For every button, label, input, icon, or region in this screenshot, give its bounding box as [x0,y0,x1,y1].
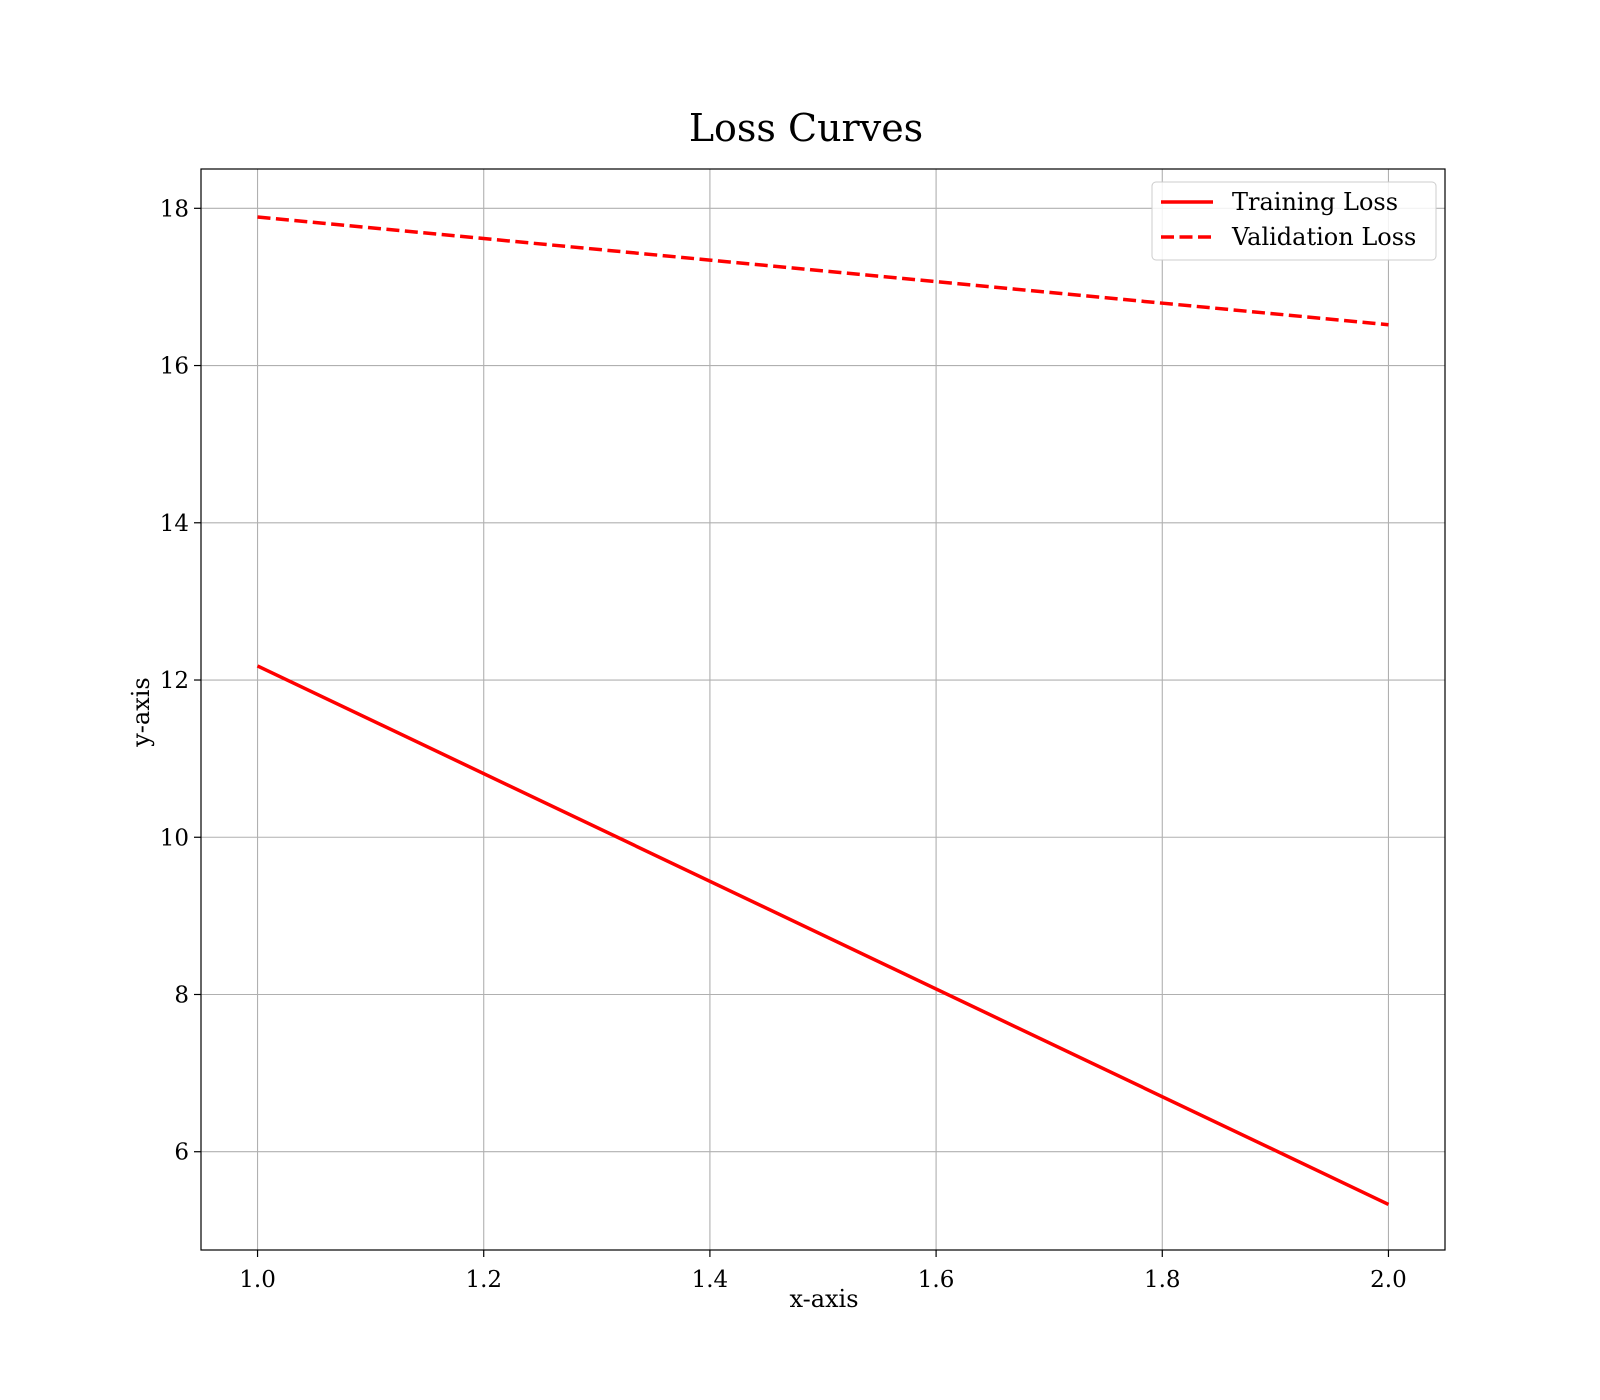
grid [201,169,1445,1250]
y-tick-label: 18 [160,196,189,222]
legend-label-training-loss: Training Loss [1232,188,1398,216]
y-axis-label: y-axis [127,677,155,748]
y-axis-ticks: 6 8 10 12 14 16 18 [160,196,201,1166]
legend-box [1151,181,1437,261]
legend: Training Loss Validation Loss [1151,181,1437,261]
plot-frame [200,168,1446,1251]
x-tick-label: 2.0 [1370,1267,1407,1293]
x-tick-label: 1.2 [465,1267,502,1293]
y-tick-label: 14 [160,511,189,537]
y-tick-label: 6 [174,1140,189,1166]
x-tick-label: 1.8 [1144,1267,1181,1293]
y-tick-label: 10 [160,825,189,851]
x-axis-label: x-axis [789,1285,858,1313]
x-tick-label: 1.6 [918,1267,955,1293]
legend-label-validation-loss: Validation Loss [1231,223,1416,251]
series-line-training-loss [256,664,1390,1206]
x-tick-label: 1.0 [239,1267,276,1293]
y-tick-label: 8 [174,982,189,1008]
series-line-validation-loss [257,215,1389,327]
y-tick-label: 12 [160,668,189,694]
chart-title: Loss Curves [689,106,923,150]
x-axis-ticks: 1.0 1.2 1.4 1.6 1.8 2.0 [239,1250,1407,1293]
y-tick-label: 16 [160,354,189,380]
plot-lines [256,215,1390,1206]
x-tick-label: 1.4 [692,1267,729,1293]
